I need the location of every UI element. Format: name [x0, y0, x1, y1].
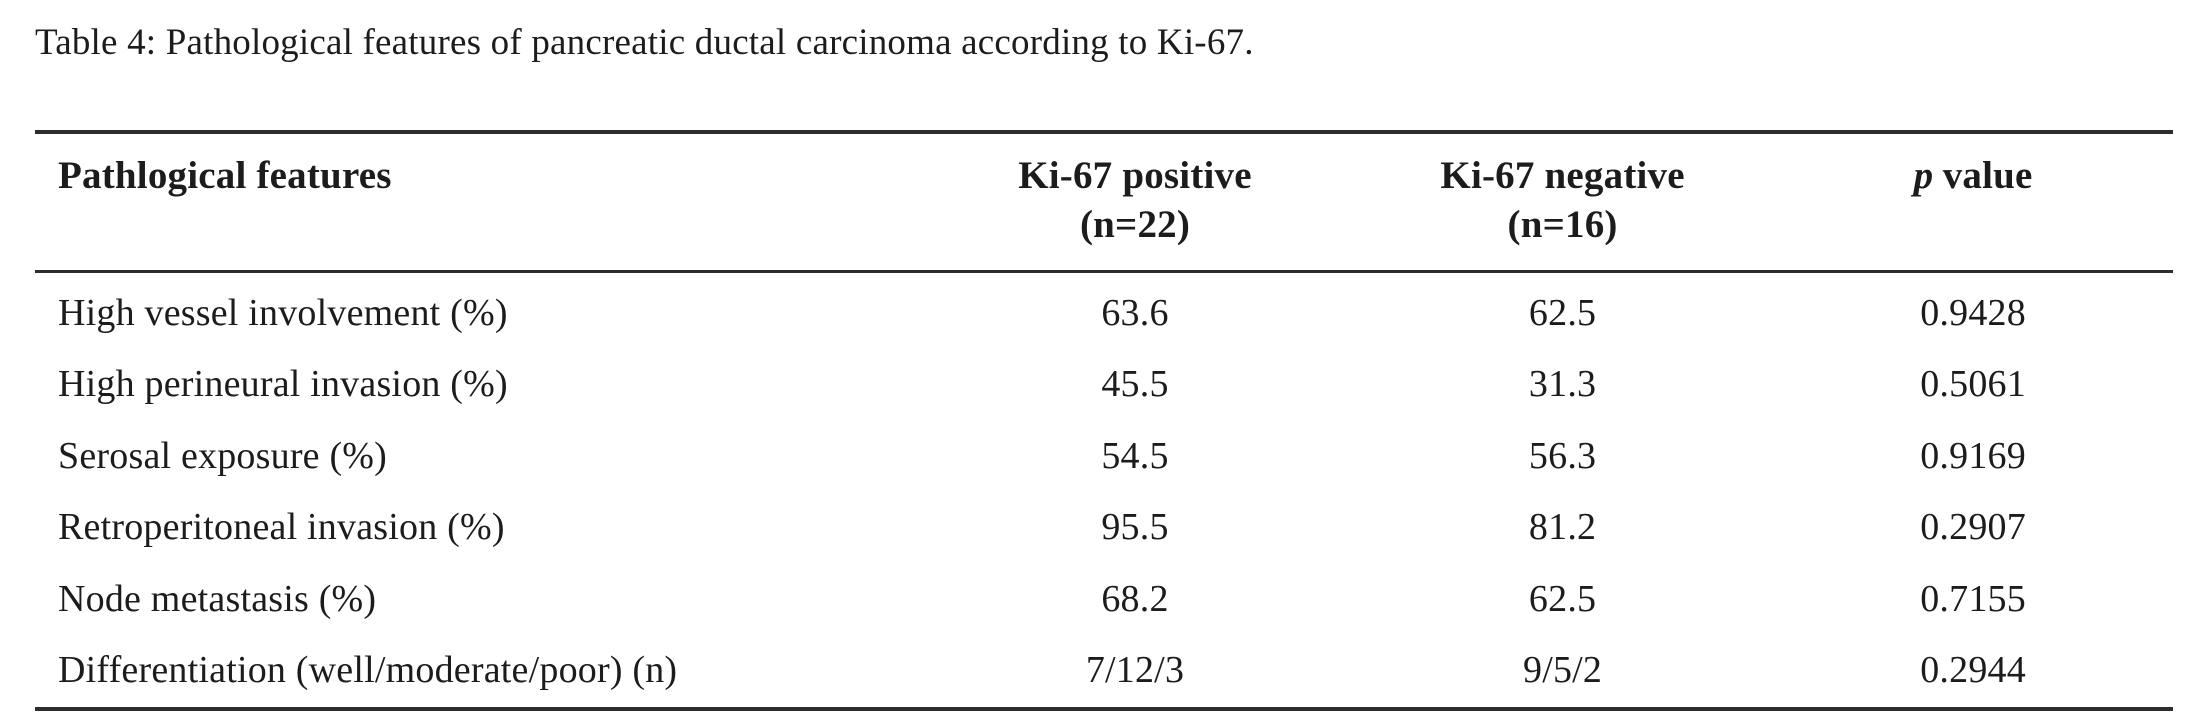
p-value-cell: 0.7155 [1920, 577, 2026, 620]
positive-value-cell: 54.5 [1101, 434, 1169, 477]
pathological-features-table: Pathlogical features Ki-67 positive (n=2… [35, 130, 2173, 712]
positive-value-cell: 63.6 [1101, 291, 1169, 334]
p-value-cell: 0.2944 [1920, 649, 2026, 692]
negative-value-cell: 31.3 [1528, 363, 1597, 406]
table-row: Retroperitoneal invasion (%) 95.5 81.2 0… [35, 492, 2173, 564]
feature-cell: Differentiation (well/moderate/poor) (n) [58, 649, 678, 692]
column-header-pathological-features: Pathlogical features [35, 132, 918, 273]
p-value-cell: 0.9169 [1920, 434, 2026, 477]
header-row: Pathlogical features Ki-67 positive (n=2… [35, 132, 2173, 273]
ki67-positive-label: Ki-67 positive [1018, 154, 1252, 197]
table-row: High perineural invasion (%) 45.5 31.3 0… [35, 349, 2173, 421]
p-value-cell: 0.5061 [1920, 363, 2026, 406]
p-value-cell: 0.2907 [1920, 506, 2026, 549]
ki67-negative-label: Ki-67 negative [1440, 154, 1685, 197]
column-header-ki67-positive: Ki-67 positive (n=22) [918, 132, 1352, 273]
positive-value-cell: 95.5 [1101, 506, 1169, 549]
feature-cell: Node metastasis (%) [58, 577, 377, 620]
feature-cell: High vessel involvement (%) [58, 291, 508, 334]
table-row: Node metastasis (%) 68.2 62.5 0.7155 [35, 564, 2173, 636]
positive-value-cell: 68.2 [1101, 577, 1169, 620]
negative-value-cell: 56.3 [1528, 434, 1597, 477]
table-row: Differentiation (well/moderate/poor) (n)… [35, 635, 2173, 709]
negative-value-cell: 9/5/2 [1523, 649, 1603, 692]
p-value-italic-p: p [1913, 154, 1934, 197]
table-row: High vessel involvement (%) 63.6 62.5 0.… [35, 271, 2173, 349]
table-caption: Table 4: Pathological features of pancre… [35, 22, 1254, 63]
feature-cell: Retroperitoneal invasion (%) [58, 506, 505, 549]
column-header-ki67-negative: Ki-67 negative (n=16) [1352, 132, 1774, 273]
positive-value-cell: 45.5 [1101, 363, 1169, 406]
p-value-label: value [1942, 154, 2033, 197]
ki67-positive-count: (n=22) [1079, 202, 1191, 246]
table-row: Serosal exposure (%) 54.5 56.3 0.9169 [35, 421, 2173, 493]
positive-value-cell: 7/12/3 [1085, 649, 1185, 692]
negative-value-cell: 62.5 [1528, 291, 1597, 334]
feature-cell: Serosal exposure (%) [58, 434, 388, 477]
feature-cell: High perineural invasion (%) [58, 363, 508, 406]
ki67-negative-count: (n=16) [1507, 202, 1618, 246]
column-header-p-value: p value [1773, 132, 2173, 273]
negative-value-cell: 81.2 [1528, 506, 1597, 549]
negative-value-cell: 62.5 [1528, 577, 1597, 620]
p-value-cell: 0.9428 [1920, 291, 2026, 334]
